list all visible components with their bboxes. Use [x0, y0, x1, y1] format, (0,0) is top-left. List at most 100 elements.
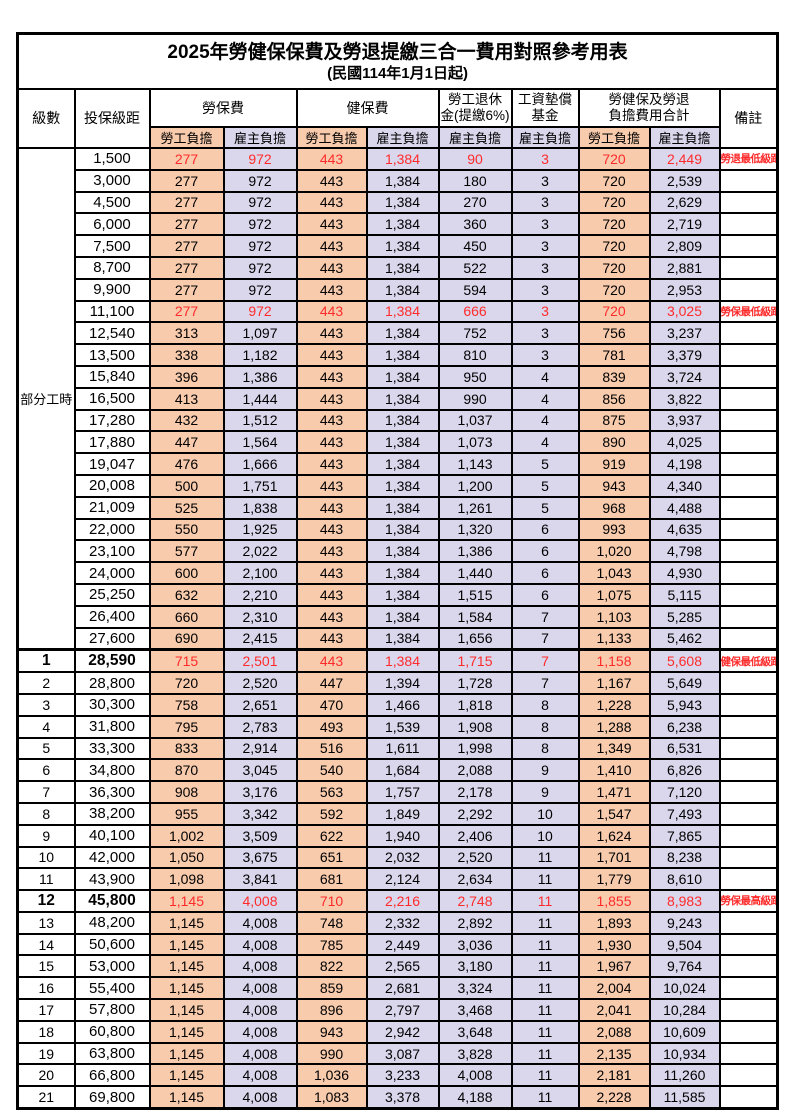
cell-labor-insurance-employer: 2,100 [222, 561, 298, 585]
cell-health-insurance-employer: 1,849 [365, 801, 440, 826]
cell-insured-bracket: 11,100 [73, 299, 151, 324]
cell-wage-fund-employer: 3 [510, 343, 580, 367]
cell-pension-employer: 3,180 [437, 954, 513, 979]
cell-health-insurance-employee: 443 [295, 582, 368, 607]
table-row: 11,100 277 972 443 1,384 666 3 720 3,025 勞保最低級距 [18, 299, 779, 324]
cell-level: 3 [16, 692, 76, 717]
cell-remark [718, 234, 779, 258]
cell-total-employee: 1,228 [577, 692, 651, 717]
cell-total-employee: 1,855 [577, 889, 651, 913]
cell-pension-employer: 1,200 [437, 473, 513, 498]
cell-total-employer: 9,243 [648, 910, 721, 935]
cell-labor-insurance-employee: 1,145 [148, 1019, 225, 1044]
cell-remark [718, 823, 779, 848]
cell-insured-bracket: 53,000 [73, 954, 151, 979]
cell-insured-bracket: 66,800 [73, 1063, 151, 1088]
cell-labor-insurance-employer: 4,008 [222, 954, 298, 979]
cell-labor-insurance-employee: 277 [148, 234, 225, 258]
cell-pension-employer: 3,324 [437, 976, 513, 1001]
cell-total-employee: 856 [577, 386, 651, 411]
cell-labor-insurance-employee: 577 [148, 539, 225, 564]
cell-total-employee: 993 [577, 517, 651, 542]
cell-labor-insurance-employer: 972 [222, 277, 298, 302]
cell-wage-fund-employer: 9 [510, 780, 580, 804]
cell-insured-bracket: 48,200 [73, 910, 151, 935]
cell-insured-bracket: 17,880 [73, 430, 151, 455]
cell-pension-employer: 1,073 [437, 430, 513, 455]
cell-wage-fund-employer: 4 [510, 364, 580, 389]
cell-labor-insurance-employee: 1,145 [148, 1041, 225, 1066]
table-row: 2 28,800 720 2,520 447 1,394 1,728 7 1,167 5,649 [16, 671, 779, 695]
cell-total-employee: 2,228 [577, 1085, 651, 1110]
cell-pension-employer: 1,998 [437, 736, 513, 761]
cell-total-employee: 1,133 [577, 626, 651, 651]
cell-insured-bracket: 4,500 [73, 190, 151, 215]
cell-pension-employer: 3,468 [437, 998, 513, 1022]
cell-wage-fund-employer: 7 [510, 604, 580, 629]
cell-total-employee: 943 [577, 473, 651, 498]
cell-remark [718, 190, 779, 215]
cell-total-employer: 9,504 [648, 932, 721, 957]
cell-labor-insurance-employee: 1,145 [148, 889, 225, 913]
cell-labor-insurance-employer: 4,008 [222, 976, 298, 1001]
cell-pension-employer: 360 [437, 212, 513, 237]
cell-remark: 勞保最低級距 [718, 299, 779, 324]
cell-labor-insurance-employer: 972 [222, 299, 298, 324]
cell-health-insurance-employer: 1,384 [365, 168, 440, 193]
cell-insured-bracket: 25,250 [73, 582, 151, 607]
cell-pension-employer: 666 [437, 299, 513, 324]
cell-health-insurance-employee: 443 [295, 147, 368, 171]
cell-labor-insurance-employee: 600 [148, 561, 225, 585]
cell-level: 14 [16, 932, 76, 957]
cell-total-employer: 3,937 [648, 408, 721, 433]
cell-insured-bracket: 26,400 [73, 604, 151, 629]
cell-health-insurance-employee: 443 [295, 299, 368, 324]
cell-total-employer: 11,260 [648, 1063, 721, 1088]
cell-labor-insurance-employee: 833 [148, 736, 225, 761]
cell-remark [718, 758, 779, 783]
cell-wage-fund-employer: 4 [510, 386, 580, 411]
cell-total-employer: 7,865 [648, 823, 721, 848]
cell-health-insurance-employer: 2,332 [365, 910, 440, 935]
cell-wage-fund-employer: 11 [510, 1085, 580, 1110]
cell-total-employee: 1,967 [577, 954, 651, 979]
table-row: 8 38,200 955 3,342 592 1,849 2,292 10 1,547 7,493 [16, 801, 779, 826]
cell-remark [718, 998, 779, 1022]
cell-wage-fund-employer: 11 [510, 845, 580, 870]
cell-labor-insurance-employee: 277 [148, 147, 225, 171]
cell-remark [718, 801, 779, 826]
cell-insured-bracket: 57,800 [73, 998, 151, 1022]
cell-wage-fund-employer: 11 [510, 1019, 580, 1044]
cell-labor-insurance-employer: 3,045 [222, 758, 298, 783]
cell-total-employer: 2,953 [648, 277, 721, 302]
cell-total-employee: 1,701 [577, 845, 651, 870]
cell-total-employer: 2,539 [648, 168, 721, 193]
table-row: 22,000 550 1,925 443 1,384 1,320 6 993 4,635 [18, 517, 779, 542]
cell-insured-bracket: 16,500 [73, 386, 151, 411]
cell-wage-fund-employer: 8 [510, 714, 580, 739]
cell-health-insurance-employee: 990 [295, 1041, 368, 1066]
cell-total-employee: 2,088 [577, 1019, 651, 1044]
cell-health-insurance-employer: 3,233 [365, 1063, 440, 1088]
cell-insured-bracket: 6,000 [73, 212, 151, 237]
cell-labor-insurance-employee: 413 [148, 386, 225, 411]
cell-health-insurance-employer: 1,384 [365, 495, 440, 520]
cell-total-employer: 5,115 [648, 582, 721, 607]
cell-remark [718, 604, 779, 629]
cell-remark [718, 1019, 779, 1044]
cell-total-employee: 1,624 [577, 823, 651, 848]
cell-labor-insurance-employer: 3,675 [222, 845, 298, 870]
cell-labor-insurance-employee: 715 [148, 648, 225, 674]
table-row: 3 30,300 758 2,651 470 1,466 1,818 8 1,228 5,943 [16, 692, 779, 717]
cell-health-insurance-employer: 1,384 [365, 626, 440, 651]
cell-insured-bracket: 22,000 [73, 517, 151, 542]
cell-health-insurance-employer: 1,384 [365, 234, 440, 258]
cell-health-insurance-employee: 1,083 [295, 1085, 368, 1110]
cell-labor-insurance-employer: 4,008 [222, 1085, 298, 1110]
cell-pension-employer: 1,037 [437, 408, 513, 433]
cell-labor-insurance-employer: 4,008 [222, 998, 298, 1022]
cell-total-employee: 1,103 [577, 604, 651, 629]
cell-labor-insurance-employee: 795 [148, 714, 225, 739]
cell-remark [718, 1041, 779, 1066]
cell-wage-fund-employer: 3 [510, 190, 580, 215]
